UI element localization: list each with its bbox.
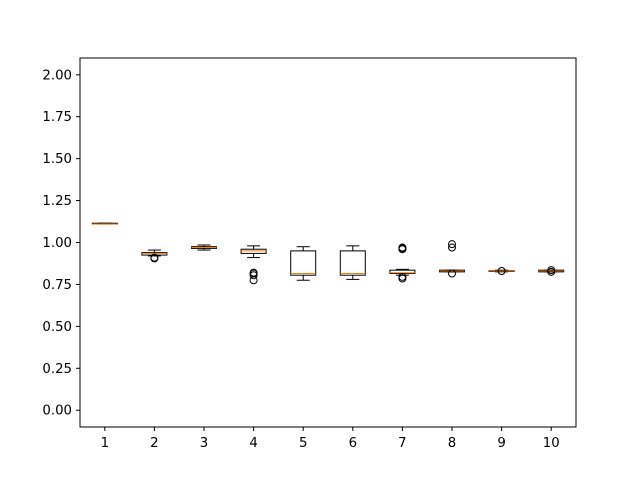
- y-tick-label: 1.50: [42, 152, 72, 167]
- y-tick-label: 0.75: [42, 278, 72, 293]
- x-tick-label: 7: [398, 436, 406, 451]
- flier-point: [398, 243, 407, 252]
- x-tick-label: 3: [200, 436, 208, 451]
- x-tick-label: 4: [249, 436, 257, 451]
- flier-point: [448, 269, 456, 278]
- box-9: [488, 267, 515, 276]
- box-4: [240, 245, 267, 285]
- x-tick-label: 9: [497, 436, 505, 451]
- x-tick-label: 1: [101, 436, 109, 451]
- y-tick-label: 0.25: [42, 362, 72, 377]
- box-10: [538, 266, 565, 276]
- axes: 0.00 0.25 0.50 0.75 1.00 1.25 1.50 1.75 2.00 1 2 3 4…: [42, 57, 577, 451]
- box-8: [439, 240, 465, 278]
- flier-point: [150, 253, 159, 262]
- box-5: [290, 246, 317, 281]
- y-tick-label: 0.50: [42, 320, 72, 335]
- y-tick-label: 2.00: [42, 68, 72, 83]
- x-tick-label: 6: [349, 436, 357, 451]
- flier-point: [398, 272, 407, 281]
- flier-point: [497, 267, 506, 276]
- box-6: [339, 245, 366, 280]
- flier-point: [448, 243, 456, 252]
- box-2: [141, 249, 168, 263]
- box-body: [339, 250, 366, 276]
- y-tick-label: 1.75: [42, 110, 72, 125]
- flier-point: [249, 268, 258, 277]
- plot-area: [91, 222, 565, 285]
- flier-point: [547, 266, 556, 275]
- x-tick-label: 2: [150, 436, 158, 451]
- box-body: [290, 250, 317, 276]
- x-tick-label: 10: [543, 436, 560, 451]
- box-3: [191, 244, 217, 251]
- x-tick-label: 5: [299, 436, 307, 451]
- flier-point: [448, 240, 456, 249]
- x-tick-label: 8: [448, 436, 456, 451]
- y-tick-label: 1.25: [42, 194, 72, 209]
- y-tick-label: 1.00: [42, 236, 72, 251]
- y-tick-label: 0.00: [42, 404, 72, 419]
- box-7: [389, 243, 416, 283]
- box-1: [91, 222, 118, 225]
